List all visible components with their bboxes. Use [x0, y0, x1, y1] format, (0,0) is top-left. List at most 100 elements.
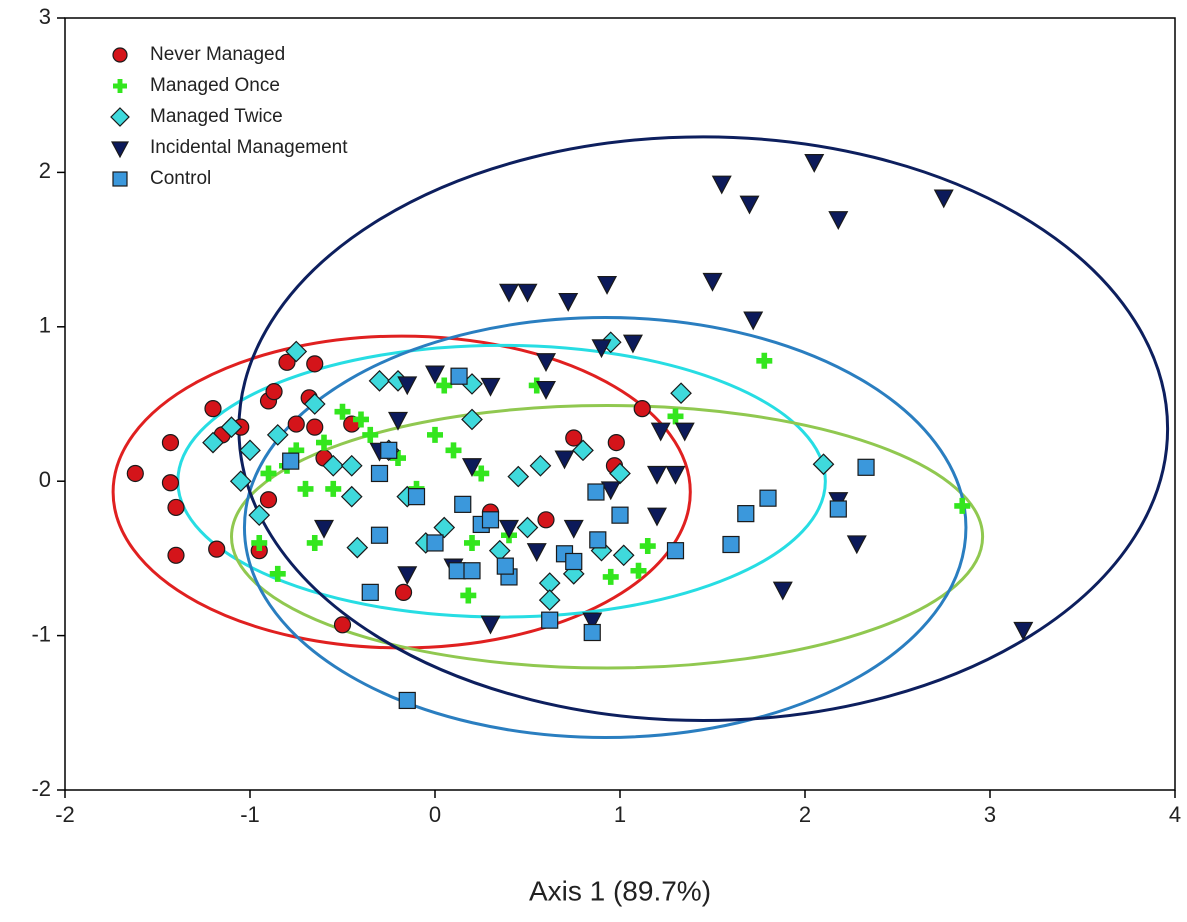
data-point: [739, 195, 760, 215]
x-tick-label: 2: [799, 802, 811, 827]
data-point: [666, 542, 685, 560]
data-point: [306, 534, 323, 551]
data-point: [722, 535, 740, 554]
data-point: [450, 367, 468, 385]
data-point: [609, 462, 631, 485]
data-point: [630, 562, 647, 579]
data-point: [425, 365, 445, 385]
data-point: [591, 339, 612, 359]
data-point: [480, 615, 501, 635]
y-tick-label: 3: [39, 4, 51, 29]
data-point: [473, 465, 490, 482]
data-point: [563, 519, 584, 539]
legend-label: Managed Twice: [150, 106, 283, 127]
data-point: [454, 495, 472, 513]
data-point: [340, 454, 363, 477]
data-point: [602, 568, 619, 585]
data-point: [674, 422, 695, 442]
data-point: [288, 442, 305, 459]
data-point: [639, 538, 656, 555]
x-tick-label: 0: [429, 802, 441, 827]
data-point: [743, 311, 764, 331]
data-point: [202, 431, 224, 454]
data-point: [306, 418, 324, 436]
legend-marker: [113, 79, 127, 93]
data-point: [538, 589, 561, 611]
data-point: [829, 500, 847, 518]
data-point: [265, 383, 283, 401]
y-tick-label: 1: [39, 313, 51, 338]
x-tick-label: 3: [984, 802, 996, 827]
data-point: [303, 393, 326, 415]
data-point: [711, 175, 732, 195]
plot-frame: [64, 17, 1176, 791]
data-point: [583, 623, 601, 642]
data-point: [804, 153, 825, 173]
data-point: [600, 481, 621, 501]
data-point: [334, 403, 351, 420]
data-point: [297, 480, 314, 497]
data-point: [481, 511, 500, 529]
data-point: [670, 382, 692, 405]
data-point: [248, 504, 271, 527]
data-point: [499, 519, 519, 539]
data-point: [340, 485, 363, 508]
legend-marker: [112, 47, 128, 63]
data-point: [259, 491, 278, 509]
data-point: [445, 442, 462, 459]
data-point: [167, 546, 185, 564]
data-point: [536, 353, 556, 373]
data-point: [306, 355, 324, 373]
data-point: [239, 439, 261, 462]
data-point: [507, 465, 530, 488]
legend-label: Control: [150, 168, 211, 189]
data-point: [756, 352, 773, 369]
data-point: [526, 543, 547, 562]
data-point: [954, 497, 971, 514]
data-point: [167, 498, 185, 517]
x-tick-label: 4: [1169, 802, 1181, 827]
data-point: [388, 411, 408, 431]
data-point: [208, 540, 226, 558]
data-point: [846, 535, 867, 555]
data-point: [702, 272, 723, 292]
data-point: [426, 534, 444, 552]
data-point: [204, 400, 222, 418]
data-point: [529, 454, 552, 477]
data-point: [537, 511, 555, 529]
data-point: [597, 275, 618, 295]
data-point: [517, 283, 538, 303]
confidence-ellipse: [242, 316, 968, 740]
data-point: [463, 562, 481, 580]
data-point: [278, 353, 296, 371]
x-axis-label: Axis 1 (89.7%): [529, 875, 711, 906]
data-point: [667, 408, 684, 425]
data-point: [427, 426, 443, 443]
y-tick-label: -1: [31, 621, 51, 646]
data-point: [612, 544, 635, 567]
data-point: [541, 611, 559, 629]
data-point: [394, 583, 413, 601]
x-tick-label: 1: [614, 802, 626, 827]
legend-label: Incidental Management: [150, 137, 348, 158]
data-point: [322, 454, 345, 477]
legend-label: Managed Once: [150, 75, 280, 96]
data-point: [407, 488, 426, 506]
data-point: [282, 452, 300, 470]
data-point: [516, 516, 539, 539]
data-point: [229, 470, 252, 493]
data-point: [565, 552, 583, 571]
data-point: [933, 189, 954, 209]
data-point: [436, 377, 453, 394]
legend-marker: [111, 141, 129, 159]
data-point: [287, 415, 305, 433]
data-point: [589, 531, 607, 549]
data-point: [1013, 621, 1034, 641]
data-point: [448, 562, 466, 580]
x-tick-label: -1: [240, 802, 260, 827]
data-point: [737, 505, 755, 523]
data-point: [554, 450, 575, 470]
confidence-ellipse: [237, 135, 1170, 723]
data-point: [536, 380, 556, 400]
y-tick-label: -2: [31, 776, 51, 801]
